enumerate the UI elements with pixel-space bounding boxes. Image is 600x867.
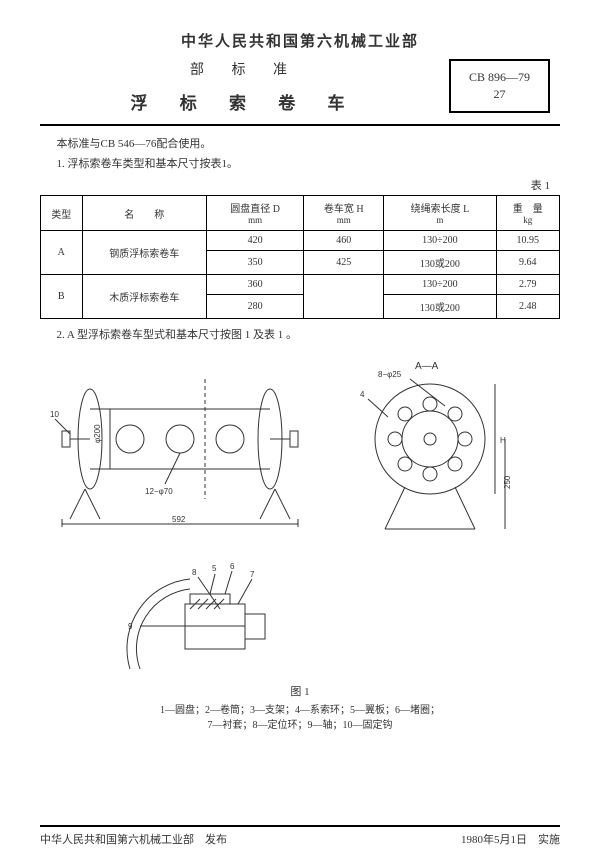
col-d-main: 圆盘直径 D xyxy=(230,204,280,215)
dim-250: 250 xyxy=(503,475,512,489)
section-label: A—A xyxy=(415,361,439,372)
divider xyxy=(40,124,560,126)
col-d: 圆盘直径 D mm xyxy=(207,196,304,231)
figure-label: 图 1 xyxy=(40,683,560,699)
col-h: 卷车宽 H mm xyxy=(304,196,384,231)
legend-line2: 7—衬套；8—定位环；9—轴；10—固定钩 xyxy=(40,718,560,733)
cell-type-a: A xyxy=(41,231,83,275)
table-row: A 钢质浮标索卷车 420 460 130÷200 10.95 xyxy=(41,231,560,251)
col-h-main: 卷车宽 H xyxy=(324,204,364,215)
cell: 425 xyxy=(304,251,384,275)
col-l-sub: m xyxy=(436,215,443,225)
cell-type-b: B xyxy=(41,275,83,319)
table1-label: 表 1 xyxy=(40,177,550,193)
cell-name-b: 木质浮标索卷车 xyxy=(82,275,207,319)
standard-code: CB 896—79 xyxy=(469,69,530,86)
table-row: B 木质浮标索卷车 360 130÷200 2.79 xyxy=(41,275,560,295)
ref-6-label: 6 xyxy=(230,562,235,571)
ref-7-label: 7 xyxy=(250,570,255,579)
col-d-sub: mm xyxy=(248,215,262,225)
cell: 2.79 xyxy=(496,275,559,295)
dim-d200: φ200 xyxy=(93,424,102,443)
col-w: 重 量 kg xyxy=(496,196,559,231)
footer: 中华人民共和国第六机械工业部 发布 1980年5月1日 实施 xyxy=(40,825,560,847)
diagram-side-view: 10 12−φ70 φ200 592 xyxy=(50,369,310,529)
legend: 1—圆盘；2—卷筒；3—支架；4—系索环；5—翼板；6—堵圈； 7—衬套；8—定… xyxy=(40,703,560,733)
cell: 130÷200 xyxy=(384,231,496,251)
cell xyxy=(304,275,384,319)
dim-8d25: 8−φ25 xyxy=(378,370,402,379)
col-type: 类型 xyxy=(41,196,83,231)
ref-8-label: 8 xyxy=(192,568,197,577)
footer-left: 中华人民共和国第六机械工业部 发布 xyxy=(40,831,227,847)
cell: 420 xyxy=(207,231,304,251)
dim-592: 592 xyxy=(172,515,186,524)
col-w-main: 重 量 xyxy=(513,204,543,215)
ref-5-label: 5 xyxy=(212,564,217,573)
table1: 类型 名 称 圆盘直径 D mm 卷车宽 H mm 绕绳索长度 L m 重 量 … xyxy=(40,195,560,319)
diagram-section-aa: A—A 8−φ25 4 H xyxy=(350,359,520,539)
col-w-sub: kg xyxy=(523,215,532,225)
col-l: 绕绳索长度 L m xyxy=(384,196,496,231)
cell: 460 xyxy=(304,231,384,251)
diagram-detail: 5 6 7 8 9 xyxy=(120,559,300,689)
ref-10-label: 10 xyxy=(50,410,59,419)
header-row: 部 标 准 浮 标 索 卷 车 CB 896—79 27 xyxy=(40,59,560,114)
ref-9-label: 9 xyxy=(128,622,133,631)
cell: 10.95 xyxy=(496,231,559,251)
cell: 130或200 xyxy=(384,251,496,275)
cell: 360 xyxy=(207,275,304,295)
cell: 9.64 xyxy=(496,251,559,275)
col-h-sub: mm xyxy=(337,215,351,225)
standard-code-box: CB 896—79 27 xyxy=(449,59,550,113)
ref-4-label: 4 xyxy=(360,390,365,399)
col-l-main: 绕绳索长度 L xyxy=(411,204,470,215)
dim-12d70: 12−φ70 xyxy=(145,487,173,496)
diagram-top-area: 10 12−φ70 φ200 592 A—A xyxy=(40,359,560,549)
cell: 130或200 xyxy=(384,295,496,319)
main-title: 浮 标 索 卷 车 xyxy=(40,89,449,114)
legend-line1: 1—圆盘；2—卷筒；3—支架；4—系索环；5—翼板；6—堵圈； xyxy=(40,703,560,718)
diagram-bottom-area: 5 6 7 8 9 图 1 xyxy=(40,559,560,699)
subtitle: 部 标 准 xyxy=(40,59,449,79)
standard-num: 27 xyxy=(469,86,530,103)
intro-line1: 本标准与CB 546—76配合使用。 xyxy=(40,136,560,154)
header-left: 部 标 准 浮 标 索 卷 车 xyxy=(40,59,449,114)
page: 中华人民共和国第六机械工业部 部 标 准 浮 标 索 卷 车 CB 896—79… xyxy=(0,0,600,867)
cell: 130÷200 xyxy=(384,275,496,295)
section2: 2. A 型浮标索卷车型式和基本尺寸按图 1 及表 1 。 xyxy=(40,327,560,345)
cell: 280 xyxy=(207,295,304,319)
cell-name-a: 钢质浮标索卷车 xyxy=(82,231,207,275)
footer-right: 1980年5月1日 实施 xyxy=(461,831,560,847)
ministry-title: 中华人民共和国第六机械工业部 xyxy=(40,30,560,51)
intro-line2: 1. 浮标索卷车类型和基本尺寸按表1。 xyxy=(40,156,560,174)
col-name: 名 称 xyxy=(82,196,207,231)
cell: 350 xyxy=(207,251,304,275)
cell: 2.48 xyxy=(496,295,559,319)
